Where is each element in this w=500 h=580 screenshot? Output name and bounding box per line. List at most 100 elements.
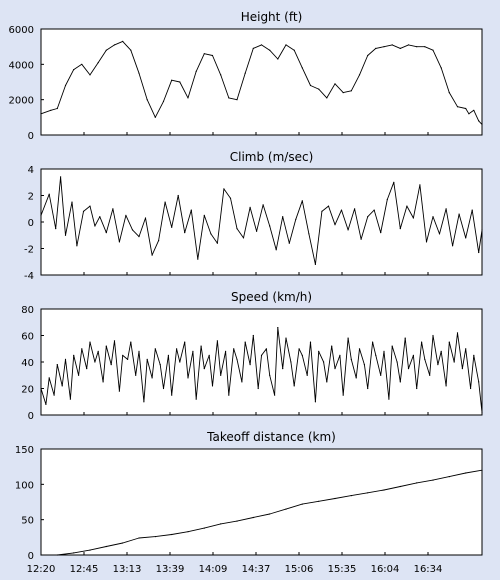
data-point xyxy=(71,201,73,203)
data-point xyxy=(176,348,178,350)
data-point xyxy=(211,385,214,387)
data-point xyxy=(162,100,165,102)
data-point xyxy=(158,240,160,242)
data-point xyxy=(192,350,194,352)
x-tick-label: 15:35 xyxy=(328,564,357,575)
data-point xyxy=(135,374,137,376)
data-point xyxy=(432,334,434,337)
series-line xyxy=(41,469,483,556)
data-point xyxy=(334,497,336,500)
data-point xyxy=(113,340,116,342)
data-point xyxy=(122,542,124,544)
data-point xyxy=(432,216,434,218)
data-point xyxy=(151,377,153,379)
data-point xyxy=(269,513,271,515)
data-point xyxy=(481,123,483,125)
x-tick-label: 15:06 xyxy=(285,564,314,575)
data-point xyxy=(407,368,410,370)
data-point xyxy=(81,63,83,65)
x-tick-label: 12:45 xyxy=(70,564,99,575)
data-point xyxy=(86,368,88,370)
data-point xyxy=(146,99,148,101)
data-point xyxy=(309,341,312,343)
series-line xyxy=(40,176,483,265)
data-point xyxy=(437,364,439,366)
takeoff-distance-panel: Takeoff distance (km) 0 50 100 150 xyxy=(15,430,483,562)
data-point xyxy=(236,358,238,360)
data-point xyxy=(195,398,197,400)
data-point xyxy=(274,394,276,396)
data-point xyxy=(97,62,99,64)
data-point xyxy=(89,205,91,207)
data-point xyxy=(48,193,50,195)
data-point xyxy=(223,188,225,190)
data-point xyxy=(391,44,393,46)
data-point xyxy=(331,345,333,347)
y-tick-label: 0 xyxy=(28,131,34,142)
data-point xyxy=(438,233,441,235)
data-point xyxy=(465,348,467,350)
data-point xyxy=(399,47,401,50)
data-point xyxy=(105,232,107,234)
data-point xyxy=(171,226,173,228)
data-point xyxy=(306,374,308,376)
data-point xyxy=(210,233,212,235)
data-point xyxy=(473,109,475,111)
y-tick-label: 4000 xyxy=(9,60,34,71)
data-point xyxy=(285,44,287,46)
data-point xyxy=(453,361,455,363)
data-point xyxy=(347,229,349,231)
data-point xyxy=(73,354,75,356)
data-point xyxy=(399,381,401,383)
data-point xyxy=(275,249,277,251)
data-point xyxy=(295,218,297,220)
data-point xyxy=(81,348,83,350)
data-point xyxy=(162,387,165,390)
data-point xyxy=(61,385,63,387)
data-point xyxy=(82,210,85,212)
data-point xyxy=(290,361,292,363)
data-point xyxy=(130,341,132,343)
data-point xyxy=(363,364,365,366)
data-point xyxy=(252,47,254,50)
x-tick-label: 14:37 xyxy=(242,564,271,575)
x-tick-label: 12:20 xyxy=(27,564,56,575)
data-point xyxy=(318,500,320,502)
data-point xyxy=(211,54,214,57)
data-point xyxy=(334,224,336,226)
data-point xyxy=(481,411,483,413)
data-point xyxy=(167,354,169,356)
data-point xyxy=(105,49,107,51)
data-point xyxy=(220,523,222,525)
data-point xyxy=(187,97,189,99)
data-point xyxy=(448,92,450,94)
data-point xyxy=(293,49,295,51)
data-point xyxy=(40,214,42,216)
data-point xyxy=(380,232,382,234)
data-point xyxy=(350,358,352,360)
data-point xyxy=(159,364,161,366)
data-point xyxy=(89,341,91,343)
data-point xyxy=(314,263,316,265)
data-point xyxy=(40,554,42,556)
data-point xyxy=(244,341,246,343)
data-point xyxy=(301,354,303,356)
data-point xyxy=(277,327,279,329)
data-point xyxy=(445,208,447,210)
data-point xyxy=(154,348,156,350)
data-point xyxy=(118,390,120,392)
data-point xyxy=(298,348,300,350)
x-tick-label: 14:09 xyxy=(199,564,228,575)
y-tick-label: 40 xyxy=(21,358,34,369)
chart-title: Climb (m/sec) xyxy=(230,150,314,164)
y-tick-label: 4 xyxy=(28,165,34,176)
data-point xyxy=(131,229,134,231)
data-point xyxy=(40,387,42,390)
data-point xyxy=(64,84,67,87)
data-point xyxy=(372,341,374,343)
data-point xyxy=(177,194,179,197)
data-point xyxy=(393,181,395,183)
data-point xyxy=(432,49,434,51)
y-tick-label: -2 xyxy=(24,245,34,256)
data-point xyxy=(138,537,140,539)
